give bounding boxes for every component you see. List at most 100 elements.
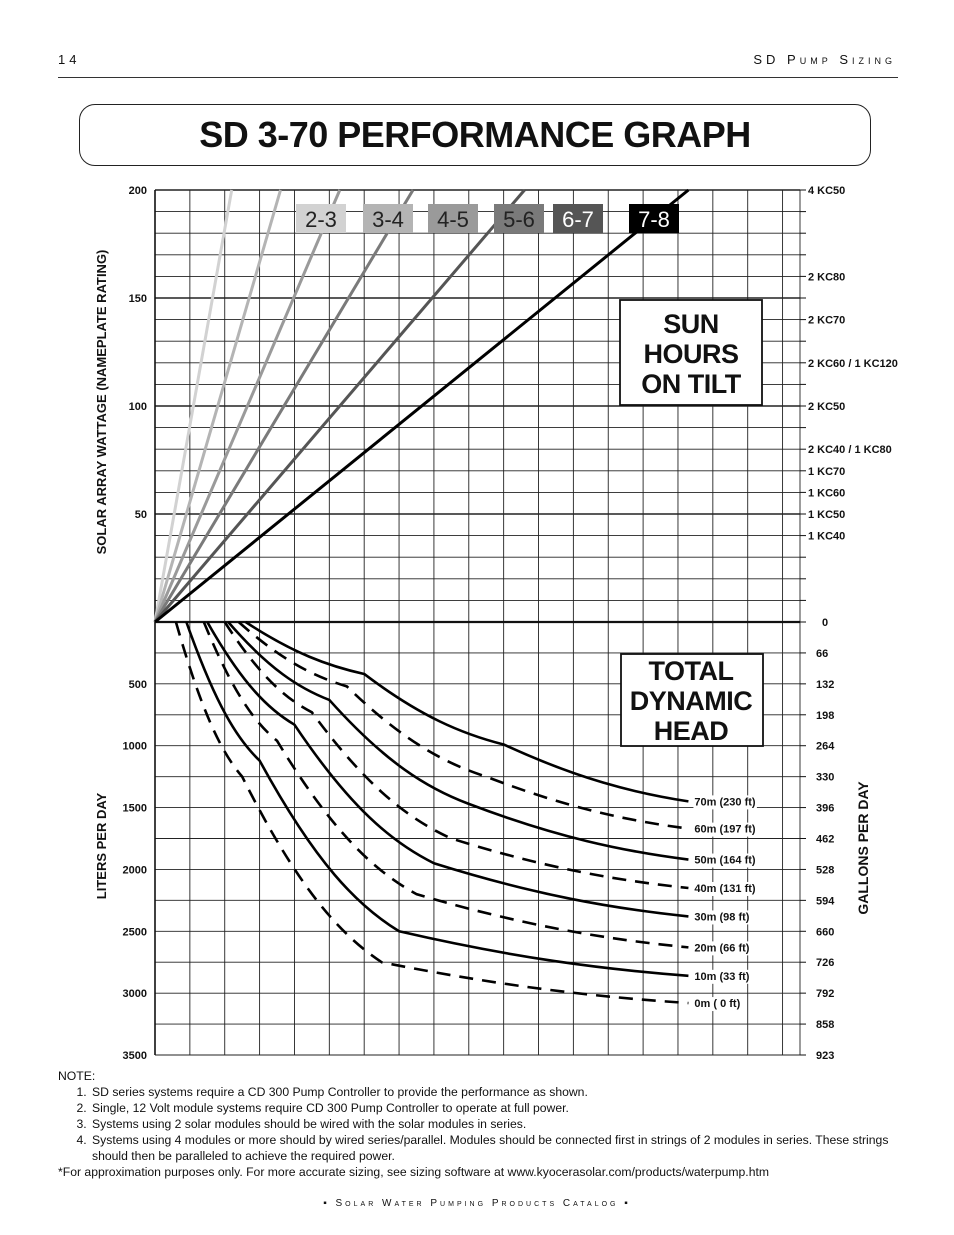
note-item: SD series systems require a CD 300 Pump … [90,1084,908,1100]
liters-tick-label: 1000 [123,741,147,753]
head-label-bg [693,822,757,837]
sun-hours-line [153,189,234,623]
head-label-bg [693,910,751,925]
head-label-bg [693,881,757,896]
gallons-tick-label: 858 [816,1019,834,1031]
head-curve [202,621,689,949]
head-label-bg [693,941,751,956]
sun-hours-title: SUN [663,309,719,339]
header-divider [58,77,898,78]
tdh-title: HEAD [654,716,729,746]
sun-hours-chip [494,204,544,233]
head-label-bg [693,969,751,984]
module-label: 2 KC40 / 1 KC80 [808,444,892,456]
sun-hours-chip [296,204,346,233]
sun-hours-chip-label: 7-8 [638,207,670,232]
liters-tick-label: 3000 [123,988,147,1000]
footnote: *For approximation purposes only. For mo… [58,1165,770,1179]
head-curve [244,620,689,803]
head-curve [206,621,689,918]
sun-hours-box [619,299,763,406]
head-curve [174,621,689,1005]
gallons-tick-label: 923 [816,1050,834,1062]
notes-list: SD series systems require a CD 300 Pump … [58,1084,908,1164]
y-tick-label: 200 [129,185,147,197]
sun-hours-chip-label: 5-6 [503,207,535,232]
sun-hours-line [153,189,415,623]
module-label: 1 KC60 [808,487,845,499]
sun-hours-line [153,189,282,623]
tdh-title: DYNAMIC [630,686,753,716]
head-curve [223,621,689,890]
head-curve-label: 70m (230 ft) [694,796,755,808]
page-title: SD 3-70 PERFORMANCE GRAPH [199,114,751,155]
notes: NOTE: SD series systems require a CD 300… [58,1068,908,1180]
sun-hours-chip-label: 4-5 [437,207,469,232]
y-axis-title: SOLAR ARRAY WATTAGE (NAMEPLATE RATING) [94,250,109,555]
gallons-axis-title: GALLONS PER DAY [855,781,871,915]
head-label-bg [693,795,757,810]
head-curve [185,621,689,978]
gallons-tick-label: 0 [822,617,828,629]
head-curve-label: 10m (33 ft) [694,971,749,983]
catalog-footer: ▪ Solar Water Pumping Products Catalog ▪ [323,1198,631,1209]
gallons-tick-label: 198 [816,710,834,722]
gallons-tick-label: 66 [816,648,828,660]
y-tick-label: 150 [129,293,147,305]
head-curve-label: 60m (197 ft) [694,824,755,836]
note-item: Systems using 2 solar modules should be … [90,1116,908,1132]
liters-axis-title: LITERS PER DAY [94,792,109,899]
gallons-tick-label: 594 [816,895,835,907]
page-number: 14 [58,52,81,67]
head-curve-label: 50m (164 ft) [694,855,755,867]
section-title: SD Pump Sizing [753,52,896,67]
head-curve [227,621,689,861]
gallons-tick-label: 528 [816,864,834,876]
liters-tick-label: 2500 [123,926,147,938]
gallons-tick-label: 792 [816,988,834,1000]
sun-hours-line [153,189,342,623]
notes-heading: NOTE: [58,1069,96,1083]
gallons-tick-label: 264 [816,741,835,753]
module-label: 1 KC50 [808,509,845,521]
tdh-title: TOTAL [649,656,734,686]
gallons-tick-label: 132 [816,679,834,691]
module-label: 2 KC70 [808,315,845,327]
liters-tick-label: 500 [129,679,147,691]
y-tick-label: 100 [129,401,147,413]
gallons-tick-label: 330 [816,772,834,784]
sun-hours-line [153,189,526,623]
liters-tick-label: 3500 [123,1050,147,1062]
gallons-tick-label: 660 [816,926,834,938]
head-label-bg [693,853,757,868]
sun-hours-chip [363,204,413,233]
sun-hours-chip [553,204,603,233]
note-item: Single, 12 Volt module systems require C… [90,1100,908,1116]
liters-tick-label: 1500 [123,803,147,815]
module-label: 2 KC60 / 1 KC120 [808,358,898,370]
gallons-tick-label: 726 [816,957,834,969]
note-item: Systems using 4 modules or more should b… [90,1132,908,1164]
gallons-tick-label: 462 [816,834,834,846]
sun-hours-chip-label: 2-3 [305,207,337,232]
module-label: 4 KC50 [808,185,845,197]
sun-hours-chip-label: 6-7 [562,207,594,232]
sun-hours-chip-label: 3-4 [372,207,404,232]
head-curve-label: 0m ( 0 ft) [694,998,740,1010]
gallons-tick-label: 396 [816,803,834,815]
sun-hours-line [154,188,690,624]
head-curve-label: 40m (131 ft) [694,883,755,895]
head-curve-label: 20m (66 ft) [694,942,749,954]
head-curve [237,621,689,830]
module-label: 1 KC70 [808,466,845,478]
title-box: SD 3-70 PERFORMANCE GRAPH [79,104,871,166]
liters-tick-label: 2000 [123,864,147,876]
head-label-bg [693,997,742,1012]
module-label: 2 KC80 [808,271,845,283]
module-label: 2 KC50 [808,401,845,413]
module-label: 1 KC40 [808,531,845,543]
y-tick-label: 50 [135,509,147,521]
sun-hours-chip [629,204,679,233]
head-curve-label: 30m (98 ft) [694,911,749,923]
